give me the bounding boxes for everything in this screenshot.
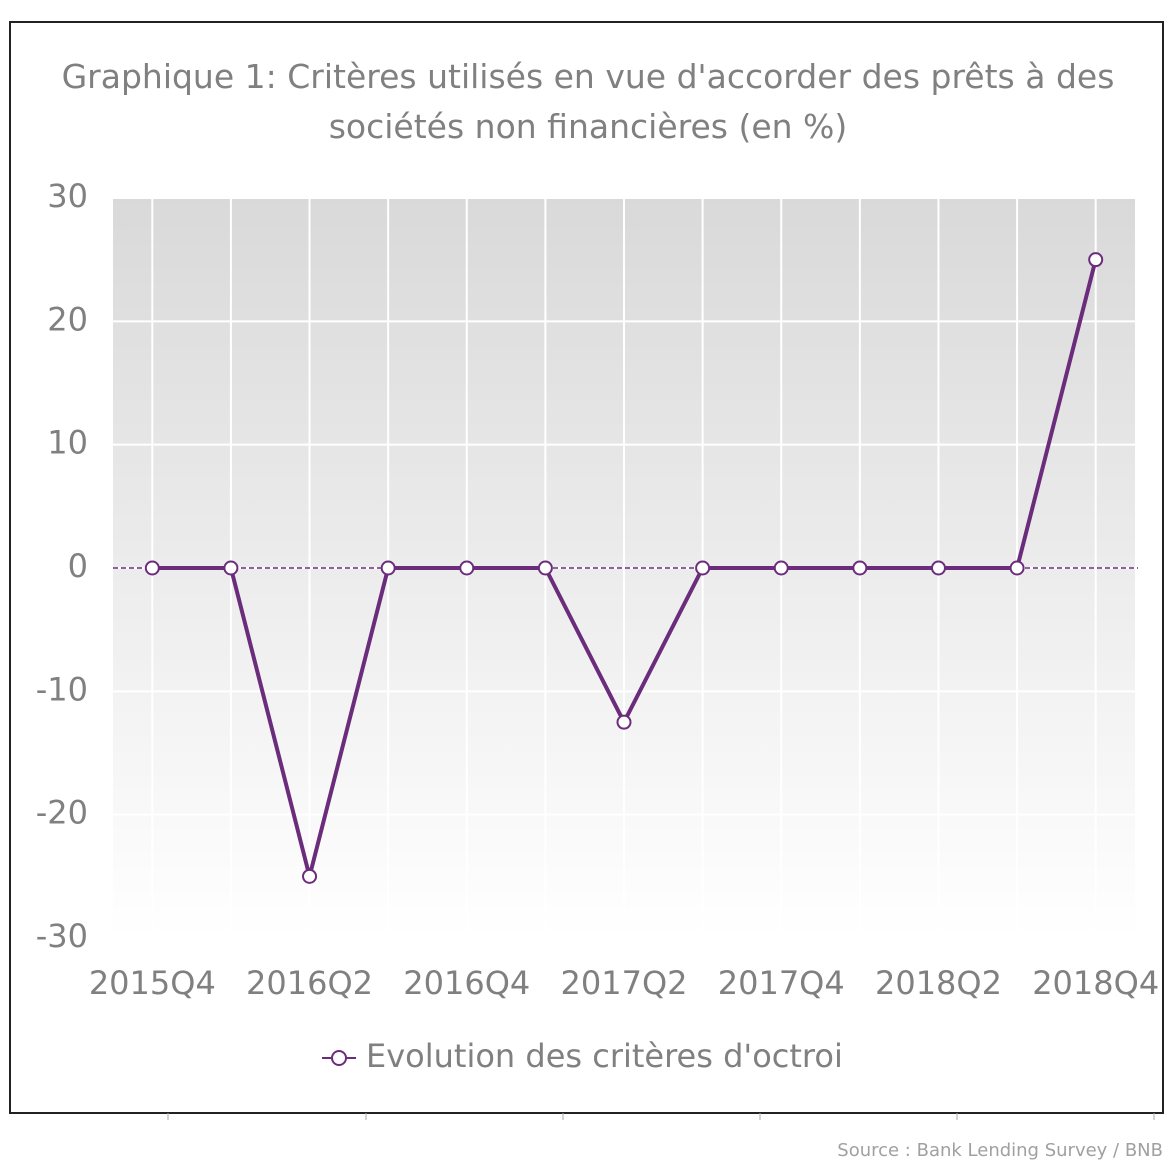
y-tick-label: -10: [36, 670, 88, 708]
y-tick-label: 0: [68, 547, 88, 585]
data-point: [852, 560, 868, 576]
data-point: [773, 560, 789, 576]
data-point: [695, 560, 711, 576]
data-point: [302, 868, 318, 884]
y-tick-label: 10: [47, 424, 88, 462]
x-tick-label: 2017Q4: [718, 964, 845, 1002]
legend-marker: [331, 1050, 347, 1066]
source: Source : Bank Lending Survey / BNB: [837, 1140, 1163, 1161]
data-point: [930, 560, 946, 576]
data-point: [144, 560, 160, 576]
x-tick-label: 2015Q4: [89, 964, 216, 1002]
frame-ticks: [167, 1113, 1155, 1120]
data-point: [459, 560, 475, 576]
data-point: [223, 560, 239, 576]
data-point: [537, 560, 553, 576]
y-tick-label: 30: [47, 177, 88, 215]
data-point: [380, 560, 396, 576]
y-tick-label: 20: [47, 300, 88, 338]
y-tick-label: -20: [36, 794, 88, 832]
x-tick-label: 2016Q2: [246, 964, 373, 1002]
data-point: [616, 714, 632, 730]
x-tick-label: 2017Q2: [561, 964, 688, 1002]
chart-title: Graphique 1: Critères utilisés en vue d'…: [61, 57, 1115, 146]
legend-label: Evolution des critères d'octroi: [366, 1037, 843, 1075]
x-tick-label: 2016Q4: [403, 964, 530, 1002]
y-tick-label: -30: [36, 917, 88, 955]
x-tick-label: 2018Q4: [1032, 964, 1159, 1002]
data-point: [1009, 560, 1025, 576]
data-point: [1088, 252, 1104, 268]
x-tick-label: 2018Q2: [875, 964, 1002, 1002]
